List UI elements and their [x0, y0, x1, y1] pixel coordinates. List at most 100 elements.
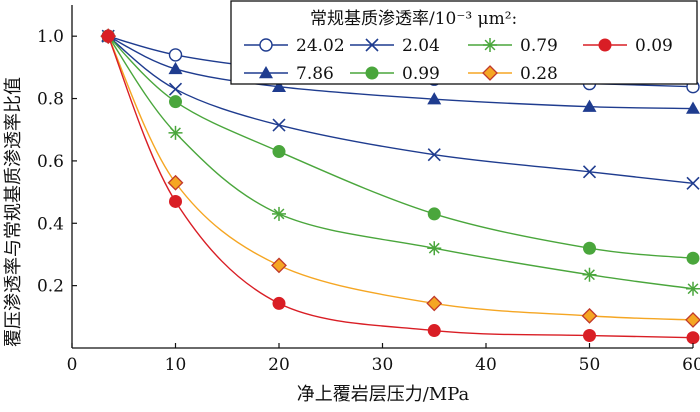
legend-item: 0.99	[350, 64, 440, 84]
data-point	[271, 257, 287, 274]
marker-shape	[427, 92, 442, 105]
data-point	[686, 331, 700, 345]
legend-label: 0.79	[520, 36, 558, 56]
data-point	[272, 79, 286, 92]
marker-shape	[167, 174, 184, 191]
series-0-79	[101, 29, 700, 296]
legend-label: 7.86	[296, 64, 334, 84]
data-point	[427, 148, 441, 162]
x-tick-label: 30	[372, 355, 394, 375]
data-point	[427, 207, 441, 221]
marker-stroke	[686, 176, 700, 190]
data-point	[101, 29, 115, 43]
series-0-09	[101, 29, 700, 345]
marker-stroke	[365, 38, 379, 52]
marker-shape	[101, 29, 115, 43]
data-point	[686, 101, 700, 114]
legend-item: 0.09	[583, 36, 673, 56]
marker-stroke	[168, 82, 183, 96]
legend-item: 24.02	[244, 36, 345, 56]
marker-shape	[583, 329, 596, 343]
legend-marker	[598, 38, 612, 52]
marker-shape	[426, 295, 443, 312]
legend-marker	[482, 65, 498, 81]
legend-label: 0.09	[635, 36, 673, 56]
data-point	[167, 174, 184, 191]
data-point	[583, 329, 596, 343]
marker-shape	[259, 66, 273, 79]
legend: 常规基质渗透率/10⁻³ μm²: 24.02 7.86 2.04 0.99 0.79 0…	[230, 0, 698, 85]
marker-shape	[427, 207, 441, 221]
marker-shape	[169, 95, 182, 109]
data-point	[583, 241, 596, 255]
marker-shape	[482, 65, 498, 81]
marker-shape	[271, 257, 287, 274]
marker-shape	[168, 61, 183, 75]
data-point	[272, 296, 286, 310]
data-point	[427, 241, 442, 256]
marker-shape	[272, 79, 286, 92]
legend-box	[230, 0, 698, 85]
marker-stroke	[427, 148, 441, 162]
data-point	[272, 145, 286, 159]
legend-label: 24.02	[296, 36, 345, 56]
marker-shape	[685, 312, 700, 328]
data-point	[427, 324, 441, 338]
marker-shape	[427, 324, 441, 338]
legend-title: 常规基质渗透率/10⁻³ μm²:	[310, 9, 517, 29]
legend-marker	[259, 38, 273, 52]
data-point	[686, 281, 700, 296]
data-point	[581, 307, 598, 324]
y-tick-label: 0.8	[37, 90, 64, 110]
x-tick-label: 40	[475, 355, 497, 375]
data-point	[168, 48, 183, 62]
data-point	[169, 95, 182, 109]
marker-shape	[365, 66, 379, 80]
data-point	[685, 312, 700, 328]
data-point	[582, 99, 597, 112]
marker-shape	[686, 331, 700, 345]
x-tick-label: 0	[67, 355, 78, 375]
x-tick-label: 10	[165, 355, 187, 375]
legend-item: 0.28	[468, 64, 558, 84]
y-tick-label: 0.4	[37, 214, 64, 234]
data-point	[686, 176, 700, 190]
data-point	[582, 267, 597, 282]
x-tick-label: 50	[579, 355, 601, 375]
legend-item: 2.04	[350, 36, 440, 56]
marker-stroke	[272, 118, 286, 132]
data-point	[272, 118, 286, 132]
axes: 0 10 20 30 40 50 60 0.2 0.4 0.6 0.8 1.0	[37, 5, 700, 375]
data-point	[168, 82, 183, 96]
y-axis-title: 覆压渗透率与常规基质渗透率比值	[3, 77, 24, 347]
marker-shape	[168, 48, 183, 62]
marker-shape	[272, 145, 286, 159]
data-point	[427, 92, 442, 105]
data-point	[169, 194, 182, 208]
legend-label: 0.28	[520, 64, 558, 84]
data-point	[272, 206, 286, 221]
legend-marker	[365, 38, 379, 52]
legend-marker	[259, 66, 273, 79]
y-tick-label: 0.2	[37, 277, 64, 297]
x-axis-title: 净上覆岩层压力/MPa	[297, 384, 470, 405]
marker-shape	[686, 251, 700, 265]
y-tick-label: 1.0	[37, 27, 64, 47]
x-tick-label: 60	[682, 355, 700, 375]
legend-items: 24.02 7.86 2.04 0.99 0.79 0.28 0.09	[244, 36, 673, 84]
x-tick-label: 20	[268, 355, 290, 375]
marker-shape	[686, 101, 700, 114]
data-point	[168, 61, 183, 75]
marker-shape	[582, 99, 597, 112]
legend-label: 2.04	[402, 36, 440, 56]
marker-shape	[581, 307, 598, 324]
marker-shape	[598, 38, 612, 52]
data-point	[686, 251, 700, 265]
marker-shape	[259, 38, 273, 52]
marker-stroke	[582, 165, 597, 179]
data-point	[426, 295, 443, 312]
legend-item: 0.79	[468, 36, 558, 56]
legend-item: 7.86	[244, 64, 334, 84]
y-tick-label: 0.6	[37, 152, 64, 172]
